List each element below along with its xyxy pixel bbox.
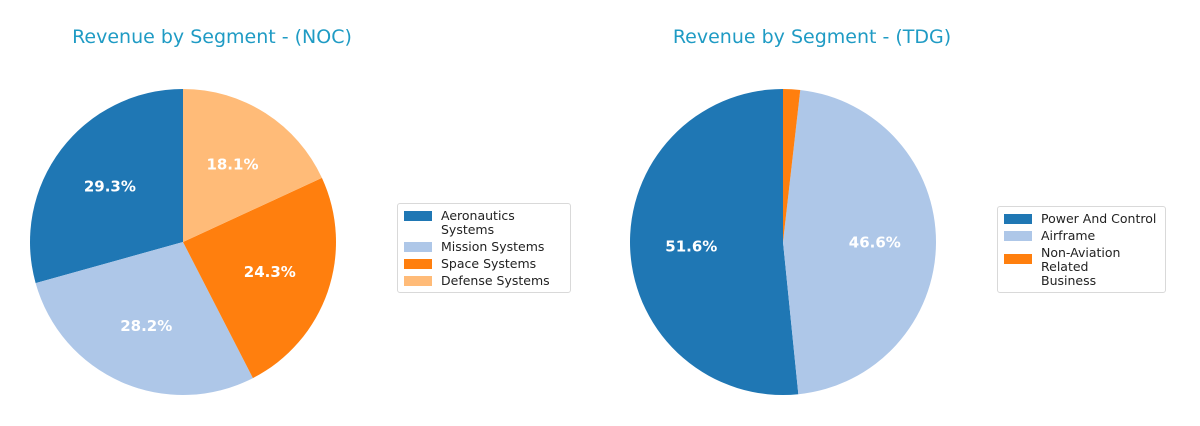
legend-item: Power And Control bbox=[1004, 212, 1159, 226]
pie-slice bbox=[183, 177, 336, 379]
legend-noc: Aeronautics Systems Mission Systems Spac… bbox=[397, 203, 571, 293]
slice-label: 51.6% bbox=[665, 238, 717, 256]
slice-label: 46.6% bbox=[849, 234, 901, 252]
legend-item: Space Systems bbox=[404, 257, 564, 271]
pie-slice bbox=[29, 89, 183, 284]
legend-swatch bbox=[404, 259, 432, 269]
legend-tdg: Power And Control Airframe Non-Aviation … bbox=[997, 206, 1166, 293]
pie-slice bbox=[783, 89, 801, 242]
legend-swatch bbox=[1004, 231, 1032, 241]
legend-swatch bbox=[404, 276, 432, 286]
legend-item: Defense Systems bbox=[404, 274, 564, 288]
legend-item: Airframe bbox=[1004, 229, 1159, 243]
legend-item: Mission Systems bbox=[404, 240, 564, 254]
legend-swatch bbox=[404, 211, 432, 221]
chart-title-tdg: Revenue by Segment - (TDG) bbox=[672, 26, 952, 48]
legend-swatch bbox=[1004, 214, 1032, 224]
slice-label: 28.2% bbox=[120, 317, 172, 335]
pie-slice bbox=[783, 89, 937, 395]
chart-title-noc: Revenue by Segment - (NOC) bbox=[72, 26, 352, 48]
slice-label: 29.3% bbox=[84, 177, 136, 195]
pie-noc: 29.3% 28.2% 24.3% 18.1% bbox=[29, 89, 336, 395]
legend-swatch bbox=[1004, 254, 1032, 264]
slice-label: 18.1% bbox=[206, 156, 258, 174]
legend-swatch bbox=[404, 242, 432, 252]
legend-item: Aeronautics Systems bbox=[404, 209, 564, 237]
pie-slice bbox=[183, 89, 322, 242]
legend-item: Non-Aviation Related Business bbox=[1004, 246, 1159, 288]
pie-tdg: 51.6% 46.6% bbox=[629, 89, 937, 396]
slice-label: 24.3% bbox=[244, 263, 296, 281]
pie-slice bbox=[35, 242, 253, 395]
pie-slice bbox=[629, 89, 799, 396]
